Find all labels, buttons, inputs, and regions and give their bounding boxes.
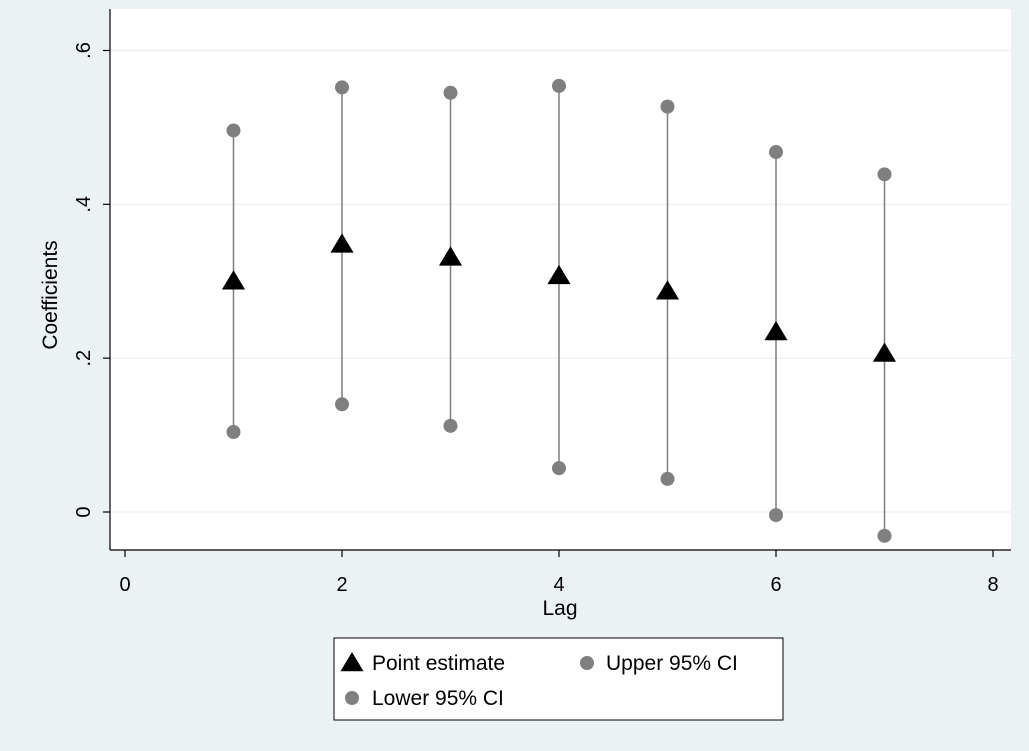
legend-point-estimate-icon bbox=[340, 652, 364, 672]
point-estimate-marker bbox=[872, 342, 897, 362]
x-tick-label: 0 bbox=[119, 574, 130, 596]
point-estimate-marker bbox=[764, 321, 788, 341]
y-tick-label: .2 bbox=[73, 350, 95, 367]
legend-lower-ci-label: Lower 95% CI bbox=[372, 687, 504, 710]
lower-ci-point bbox=[443, 418, 458, 433]
point-estimate-marker bbox=[221, 270, 246, 290]
upper-ci-point bbox=[443, 85, 458, 100]
data-marks bbox=[221, 78, 897, 543]
y-tick-label: .4 bbox=[73, 196, 95, 213]
point-estimate-marker bbox=[547, 264, 571, 285]
legend-lower-ci-icon bbox=[345, 691, 359, 705]
lower-ci-point bbox=[877, 528, 892, 543]
x-tick-label: 8 bbox=[987, 574, 998, 596]
upper-ci-point bbox=[335, 80, 349, 95]
y-axis-title: Coefficients bbox=[39, 240, 62, 349]
x-tick-label: 6 bbox=[770, 574, 781, 596]
point-estimate-marker bbox=[330, 233, 354, 253]
y-tick-label: .6 bbox=[73, 42, 95, 59]
lower-ci-point bbox=[335, 397, 349, 412]
upper-ci-point bbox=[769, 145, 783, 160]
axes: 0 .2 .4 .6 0 2 4 6 8 bbox=[73, 9, 1011, 596]
x-tick-label: 4 bbox=[553, 574, 564, 596]
lower-ci-point bbox=[226, 425, 241, 440]
point-estimate-marker bbox=[438, 246, 463, 266]
point-estimate-marker bbox=[655, 280, 680, 300]
legend-box bbox=[333, 637, 784, 721]
lower-ci-point bbox=[552, 461, 566, 476]
legend-point-estimate-label: Point estimate bbox=[372, 652, 505, 675]
grid-lines bbox=[110, 49, 1011, 513]
lower-ci-point bbox=[660, 471, 675, 486]
legend-upper-ci-icon bbox=[580, 656, 594, 670]
legend-upper-ci-label: Upper 95% CI bbox=[606, 652, 738, 675]
upper-ci-point bbox=[660, 99, 675, 114]
x-axis-title: Lag bbox=[542, 597, 577, 620]
lower-ci-point bbox=[769, 508, 783, 523]
y-tick-label: 0 bbox=[73, 506, 95, 517]
upper-ci-point bbox=[552, 78, 566, 93]
x-tick-label: 2 bbox=[336, 574, 347, 596]
legend: Point estimate Upper 95% CI Lower 95% CI bbox=[333, 637, 784, 721]
upper-ci-point bbox=[226, 123, 241, 138]
upper-ci-point bbox=[877, 167, 892, 182]
